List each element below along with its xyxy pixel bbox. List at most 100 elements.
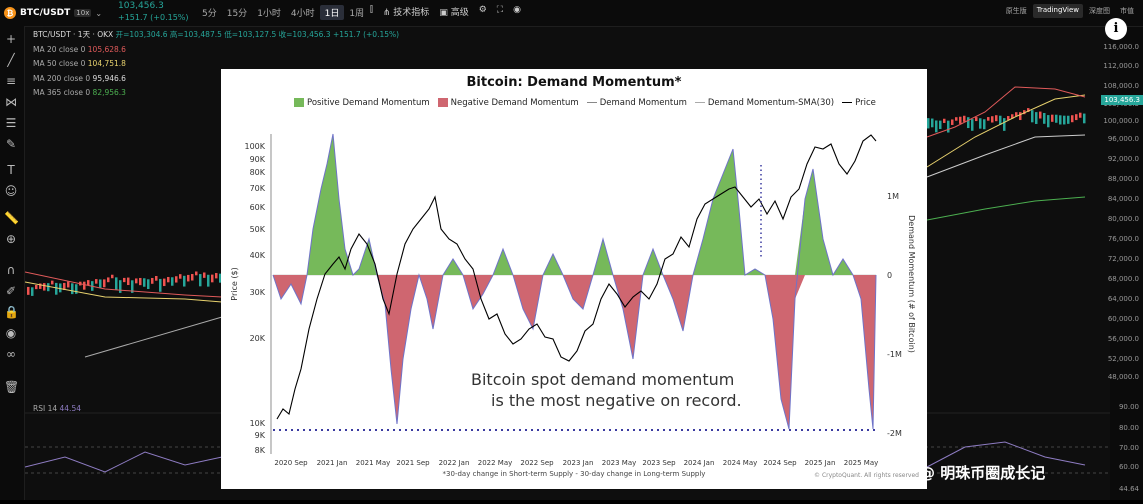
left-tick-label: 40K bbox=[250, 251, 266, 260]
text-icon[interactable]: T bbox=[7, 163, 15, 177]
lock-icon[interactable]: 🔒 bbox=[4, 305, 19, 319]
interval-2[interactable]: 1小时 bbox=[257, 9, 281, 19]
legend-entry: Positive Demand Momentum bbox=[294, 98, 430, 108]
ma-value: 95,946.6 bbox=[92, 73, 126, 83]
candle bbox=[95, 279, 98, 284]
candle bbox=[967, 117, 970, 129]
candle bbox=[111, 274, 114, 279]
candle bbox=[1003, 118, 1006, 131]
candle bbox=[135, 278, 138, 284]
candle bbox=[143, 278, 146, 287]
candle bbox=[1051, 114, 1054, 122]
candle bbox=[151, 277, 154, 284]
candle bbox=[1047, 115, 1050, 128]
legend-label: Price bbox=[855, 98, 876, 108]
candle bbox=[951, 119, 954, 125]
candle bbox=[211, 274, 214, 283]
candle bbox=[119, 280, 122, 293]
candle bbox=[55, 282, 58, 295]
price-axis-label: 108,000.0 bbox=[1103, 82, 1139, 90]
info-button[interactable]: i bbox=[1105, 18, 1127, 40]
drawing-toolbar: + ╱ ≡ ⋈ ☰ ✎ T ☺ 📏 ⊕ ∩ ✐ 🔒 ◉ ∞ 🗑 bbox=[0, 26, 25, 500]
candle bbox=[59, 283, 62, 293]
interval-0[interactable]: 5分 bbox=[202, 9, 217, 19]
price-axis[interactable]: 116,000.0 112,000.0 108,000.0 103,456.3 100,… bbox=[1103, 27, 1143, 500]
right-axis-title: Demand Momentum (# of Bitcoin) bbox=[907, 215, 916, 353]
price-axis-label: 90.00 bbox=[1118, 403, 1139, 411]
candle bbox=[83, 281, 86, 290]
interval-1[interactable]: 15分 bbox=[226, 9, 248, 19]
candle bbox=[1043, 112, 1046, 124]
candle bbox=[167, 276, 170, 283]
x-tick-label: 2020 Sep bbox=[274, 459, 308, 467]
view-tab-3[interactable]: 市值 bbox=[1120, 7, 1134, 15]
camera-icon[interactable]: ◉ bbox=[513, 5, 521, 15]
ma-value: 104,751.8 bbox=[87, 59, 126, 68]
candle bbox=[175, 276, 178, 283]
legend-entry: Demand Momentum-SMA(30) bbox=[694, 98, 835, 108]
candle bbox=[183, 275, 186, 287]
trash-icon[interactable]: 🗑 bbox=[4, 380, 20, 394]
left-tick-label: 8K bbox=[255, 446, 266, 455]
fib-icon[interactable]: ☰ bbox=[5, 116, 17, 130]
price-axis-label: 52,000.0 bbox=[1107, 355, 1139, 363]
ruler-icon[interactable]: 📏 bbox=[4, 211, 19, 225]
candle bbox=[931, 118, 934, 128]
view-tab-0[interactable]: 原生版 bbox=[1005, 7, 1027, 15]
candle bbox=[979, 118, 982, 129]
price-axis-label: 100,000.0 bbox=[1103, 117, 1139, 125]
brush-icon[interactable]: ✎ bbox=[5, 137, 17, 151]
emoji-icon[interactable]: ☺ bbox=[4, 184, 18, 198]
indicators-button[interactable]: ⋔ 技术指标 bbox=[383, 5, 429, 18]
trend-line-icon[interactable]: ╱ bbox=[7, 53, 15, 67]
x-tick-label: 2024 Jan bbox=[684, 459, 715, 467]
horizontal-lines-icon[interactable]: ≡ bbox=[5, 74, 17, 88]
legend-entry: Price bbox=[842, 98, 876, 108]
left-axis-title: Price ($) bbox=[230, 267, 239, 300]
legend-header: BTC/USDT · 1天 · OKX bbox=[33, 30, 114, 39]
view-tab-2[interactable]: 深度图 bbox=[1089, 7, 1110, 15]
zoom-icon[interactable]: ⊕ bbox=[5, 232, 17, 246]
candle bbox=[35, 285, 38, 290]
pencil-lock-icon[interactable]: ✐ bbox=[5, 284, 17, 298]
candle bbox=[1079, 112, 1082, 118]
legend-label: Negative Demand Momentum bbox=[450, 98, 579, 108]
indicators-label: 技术指标 bbox=[393, 8, 430, 18]
rsi-value: 44.54 bbox=[59, 404, 81, 413]
price-axis-label: 56,000.0 bbox=[1107, 335, 1139, 343]
eye-icon[interactable]: ◉ bbox=[5, 326, 17, 340]
crosshair-icon[interactable]: + bbox=[5, 32, 17, 46]
interval-5[interactable]: 1周 bbox=[349, 9, 365, 19]
link-icon[interactable]: ∞ bbox=[6, 347, 16, 361]
candle bbox=[963, 115, 966, 122]
right-tick-label: -2M bbox=[887, 429, 902, 438]
candle bbox=[179, 274, 182, 279]
x-tick-label: 2022 May bbox=[478, 459, 513, 467]
interval-3[interactable]: 4小时 bbox=[290, 9, 315, 19]
candle-type-icon[interactable]: ⫿ bbox=[370, 5, 373, 15]
magnet-icon[interactable]: ∩ bbox=[6, 263, 16, 277]
candle bbox=[75, 284, 78, 294]
legend-entry: Demand Momentum bbox=[586, 98, 687, 108]
interval-4[interactable]: 1日 bbox=[319, 5, 345, 20]
advanced-button[interactable]: ▣ 高级 bbox=[439, 5, 468, 18]
candle bbox=[199, 274, 202, 287]
fullscreen-icon[interactable]: ⛶ bbox=[496, 5, 504, 15]
left-tick-label: 30K bbox=[250, 288, 266, 297]
symbol-selector[interactable]: ₿ BTC/USDT 10x ⌄ bbox=[0, 7, 144, 19]
embedded-chart-title: Bitcoin: Demand Momentum* bbox=[466, 75, 682, 90]
candle bbox=[1067, 115, 1070, 124]
legend-label: Demand Momentum bbox=[599, 98, 687, 108]
price-display: 103,456.3 +151.7 (+0.15%) bbox=[118, 1, 189, 23]
pattern-icon[interactable]: ⋈ bbox=[5, 95, 17, 109]
price-axis-label: 60,000.0 bbox=[1107, 315, 1139, 323]
right-tick-label: 0 bbox=[887, 271, 892, 280]
candle bbox=[147, 279, 150, 290]
price-axis-label: 116,000.0 bbox=[1103, 43, 1139, 51]
price-axis-label: 96,000.0 bbox=[1107, 135, 1139, 143]
view-tab-1[interactable]: TradingView bbox=[1032, 4, 1083, 18]
left-tick-label: 20K bbox=[250, 334, 266, 343]
candle bbox=[159, 278, 162, 292]
legend-label: Demand Momentum-SMA(30) bbox=[707, 98, 835, 108]
settings-icon[interactable]: ⚙ bbox=[478, 5, 487, 15]
